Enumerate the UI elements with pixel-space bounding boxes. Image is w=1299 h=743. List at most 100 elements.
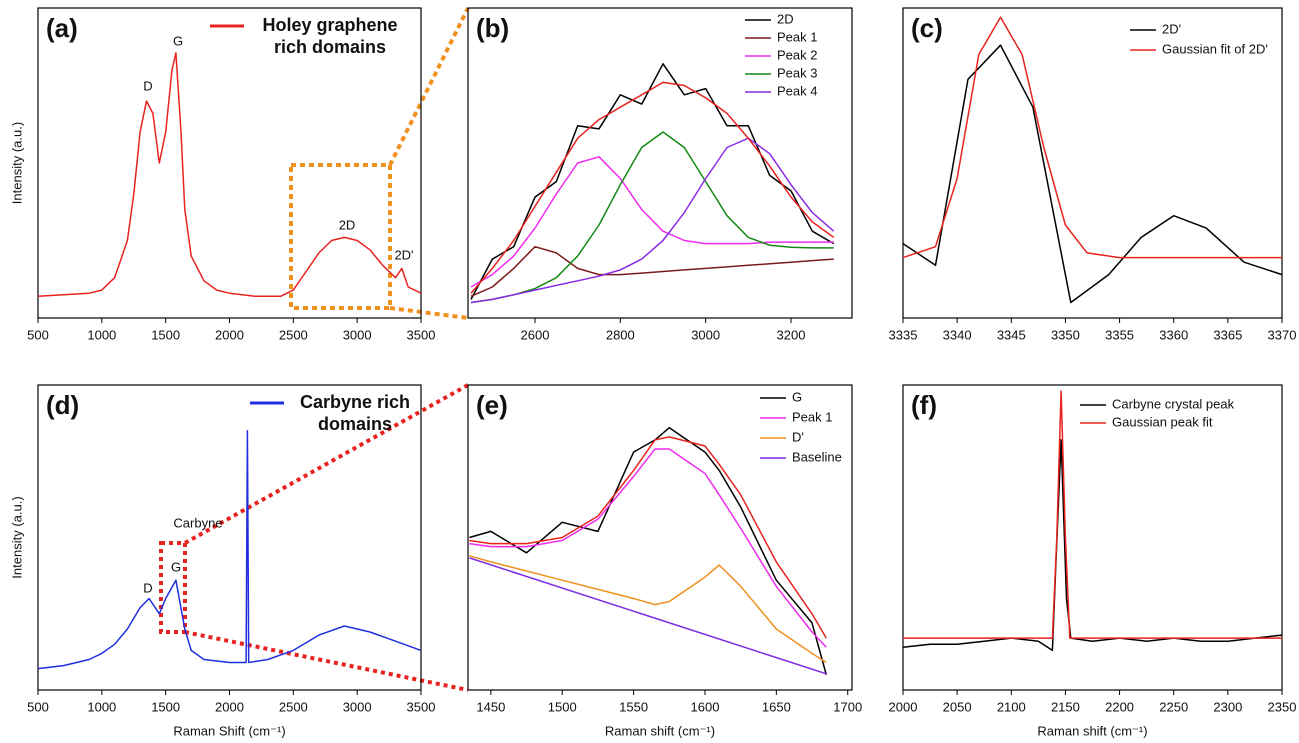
panel-label: (c) — [911, 13, 943, 43]
x-tick-label: 3500 — [407, 327, 436, 342]
legend-label: Peak 4 — [777, 83, 817, 98]
series-line — [470, 63, 835, 300]
zoom-connector — [184, 630, 469, 692]
x-tick-label: 2800 — [606, 327, 635, 342]
plot-frame — [902, 384, 1283, 691]
panel-label: (f) — [911, 390, 937, 420]
series-line — [470, 156, 834, 288]
legend-label: Peak 1 — [777, 29, 817, 44]
zoom-connector — [388, 7, 470, 166]
x-tick-label: 2350 — [1268, 699, 1297, 714]
x-tick-label: 2500 — [279, 699, 308, 714]
legend-label: Peak 3 — [777, 65, 817, 80]
x-axis-label: Raman Shift (cm⁻¹) — [173, 723, 285, 738]
series-line — [469, 448, 827, 648]
x-tick-label: 3335 — [889, 327, 918, 342]
legend-label: Carbyne crystal peak — [1112, 396, 1235, 411]
series-line — [902, 44, 1283, 304]
x-tick-label: 2000 — [215, 327, 244, 342]
series-line — [469, 555, 827, 664]
x-tick-label: 2000 — [215, 699, 244, 714]
x-tick-label: 2500 — [279, 327, 308, 342]
x-tick-label: 3355 — [1105, 327, 1134, 342]
legend-label: Gaussian fit of 2D' — [1162, 41, 1268, 56]
legend-label: 2D — [777, 11, 794, 26]
series-line — [470, 245, 834, 297]
x-tick-label: 500 — [27, 699, 49, 714]
peak-annotation: G — [171, 559, 181, 574]
series-line — [37, 430, 422, 670]
peak-annotation: D — [143, 580, 152, 595]
plot-frame — [467, 7, 853, 319]
x-tick-label: 1500 — [151, 699, 180, 714]
peak-annotation: Carbyne — [173, 515, 222, 530]
x-tick-label: 3360 — [1159, 327, 1188, 342]
x-tick-label: 3365 — [1213, 327, 1242, 342]
legend-label: 2D' — [1162, 21, 1181, 36]
x-tick-label: 2200 — [1105, 699, 1134, 714]
legend-label: Peak 1 — [792, 409, 832, 424]
legend-label: G — [792, 389, 802, 404]
x-tick-label: 3340 — [943, 327, 972, 342]
panel-label: (d) — [46, 390, 79, 420]
x-tick-label: 2300 — [1213, 699, 1242, 714]
series-line — [470, 137, 835, 304]
x-tick-label: 1000 — [87, 327, 116, 342]
zoom-box — [159, 541, 187, 634]
plot-frame — [902, 7, 1283, 319]
series-line — [470, 81, 835, 294]
x-tick-label: 1700 — [833, 699, 862, 714]
legend-entry: Holey graphene rich domains — [262, 15, 398, 57]
x-tick-label: 2100 — [997, 699, 1026, 714]
x-tick-label: 2150 — [1051, 699, 1080, 714]
panel-label: (b) — [476, 13, 509, 43]
x-tick-label: 1550 — [619, 699, 648, 714]
peak-annotation: G — [173, 33, 183, 48]
x-tick-label: 1450 — [476, 699, 505, 714]
x-tick-label: 1600 — [691, 699, 720, 714]
x-axis-label: Raman shift (cm⁻¹) — [605, 723, 715, 738]
peak-annotation: D — [143, 78, 152, 93]
x-axis-label: Raman shift (cm⁻¹) — [1037, 723, 1147, 738]
x-tick-label: 1500 — [151, 327, 180, 342]
y-axis-label: Intensity (a.u.) — [9, 122, 24, 204]
zoom-box — [289, 163, 392, 310]
series-line — [469, 557, 827, 675]
zoom-connector — [184, 383, 469, 545]
legend-label: D' — [792, 429, 804, 444]
panel-label: (e) — [476, 390, 508, 420]
legend-label: Peak 2 — [777, 47, 817, 62]
x-tick-label: 3350 — [1051, 327, 1080, 342]
x-tick-label: 3000 — [691, 327, 720, 342]
zoom-connector — [389, 306, 469, 320]
series-line — [469, 436, 827, 639]
x-tick-label: 500 — [27, 327, 49, 342]
x-tick-label: 1000 — [87, 699, 116, 714]
x-tick-label: 2050 — [943, 699, 972, 714]
x-tick-label: 1500 — [548, 699, 577, 714]
x-tick-label: 3500 — [407, 699, 436, 714]
plot-frame — [467, 384, 853, 691]
x-tick-label: 2000 — [889, 699, 918, 714]
x-tick-label: 1650 — [762, 699, 791, 714]
x-tick-label: 3000 — [343, 699, 372, 714]
series-line — [469, 426, 828, 675]
legend-label: Carbyne rich domains — [299, 392, 411, 434]
x-tick-label: 3000 — [343, 327, 372, 342]
panel-label: (a) — [46, 13, 78, 43]
legend-label: Holey graphene rich domains — [262, 15, 398, 57]
peak-annotation: 2D — [339, 217, 356, 232]
x-tick-label: 2250 — [1159, 699, 1188, 714]
legend-label: Baseline — [792, 449, 842, 464]
legend-label: Gaussian peak fit — [1112, 414, 1213, 429]
series-line — [902, 439, 1283, 652]
series-line — [470, 131, 834, 304]
legend-entry: Carbyne rich domains — [299, 392, 411, 434]
x-tick-label: 3345 — [997, 327, 1026, 342]
y-axis-label: Intensity (a.u.) — [9, 496, 24, 578]
series-line — [902, 16, 1282, 259]
peak-annotation: 2D' — [394, 247, 413, 262]
x-tick-label: 3370 — [1268, 327, 1297, 342]
series-line — [903, 390, 1282, 639]
